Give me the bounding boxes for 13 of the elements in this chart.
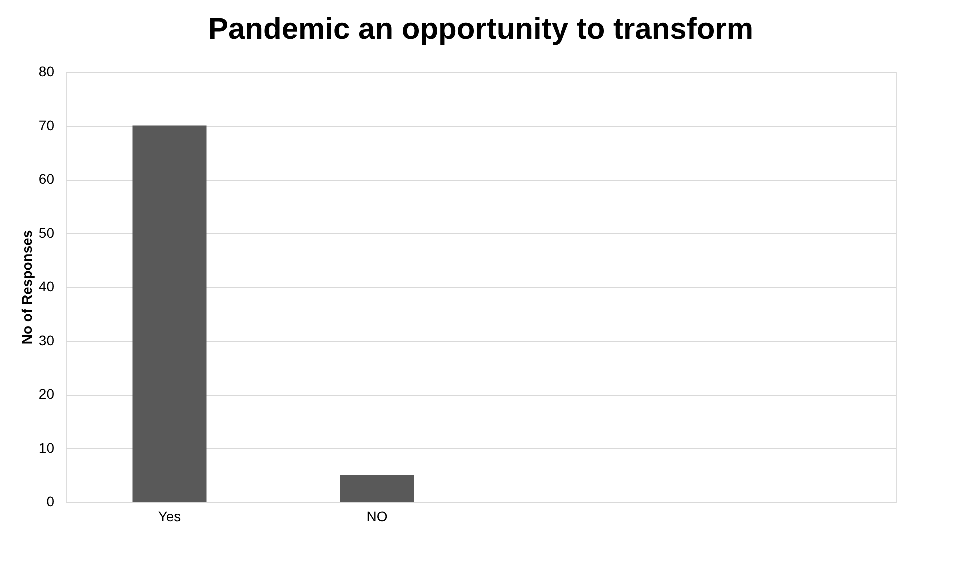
chart-title: Pandemic an opportunity to transform: [208, 13, 754, 46]
x-tick-label: NO: [366, 508, 388, 524]
y-tick-label: 20: [38, 386, 55, 402]
y-tick-label: 10: [38, 440, 55, 456]
y-tick-label: 60: [38, 171, 55, 187]
y-tick-label: 40: [38, 278, 55, 294]
y-tick-label: 0: [46, 494, 55, 510]
x-tick-label: Yes: [158, 508, 182, 524]
y-tick-label: 50: [38, 224, 55, 241]
y-axis-title: No of Responses: [18, 230, 35, 345]
y-tick-label: 70: [38, 117, 55, 134]
y-tick-label: 80: [38, 64, 55, 80]
y-tick-label: 30: [38, 332, 55, 348]
